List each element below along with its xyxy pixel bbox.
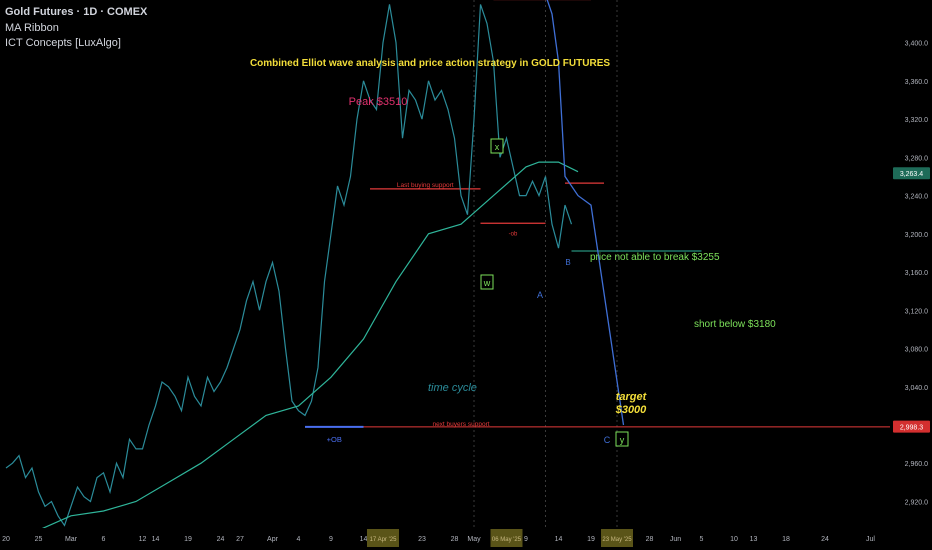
wave-label-b: B [565, 258, 570, 267]
wave-label-x: x [495, 142, 500, 152]
chart-title: Combined Elliot wave analysis and price … [250, 58, 610, 69]
y-axis-panel[interactable] [890, 0, 932, 550]
chart-legend: Gold Futures · 1D · COMEX MA Ribbon ICT … [5, 5, 147, 52]
wave-label-w: w [483, 278, 491, 288]
peak-label: Peak $3510 [349, 96, 408, 108]
x-axis-panel[interactable] [0, 528, 932, 550]
indicator-ict-concepts[interactable]: ICT Concepts [LuxAlgo] [5, 37, 121, 49]
short-below-label: short below $3180 [694, 319, 776, 330]
target-label: target [616, 391, 648, 403]
symbol-title[interactable]: Gold Futures · 1D · COMEX [5, 6, 148, 18]
series-layer [0, 0, 625, 548]
wave-label-y: y [620, 435, 625, 445]
levels-layer [305, 0, 890, 528]
pos-ob-label: +OB [327, 435, 342, 444]
indicator-ma-ribbon[interactable]: MA Ribbon [5, 21, 59, 34]
next-buyers-support-label: next buyers support [432, 421, 489, 428]
wave-label-y-box [615, 431, 629, 447]
last-buying-support-label: Last buying support [397, 182, 454, 189]
wave-label-a: A [537, 290, 543, 300]
time-cycle-label: time cycle [428, 382, 477, 394]
price-not-break-label: price not able to break $3255 [590, 252, 720, 263]
neg-ob-small-label: -ob [509, 231, 518, 237]
wave-label-w-box [480, 274, 494, 290]
ma-ribbon-line [0, 161, 579, 548]
target-value-label: $3000 [615, 404, 647, 416]
price-line [5, 4, 573, 527]
wave-label-x-box [490, 138, 504, 154]
wave-label-c: C [604, 435, 611, 445]
projection-line [546, 0, 625, 426]
